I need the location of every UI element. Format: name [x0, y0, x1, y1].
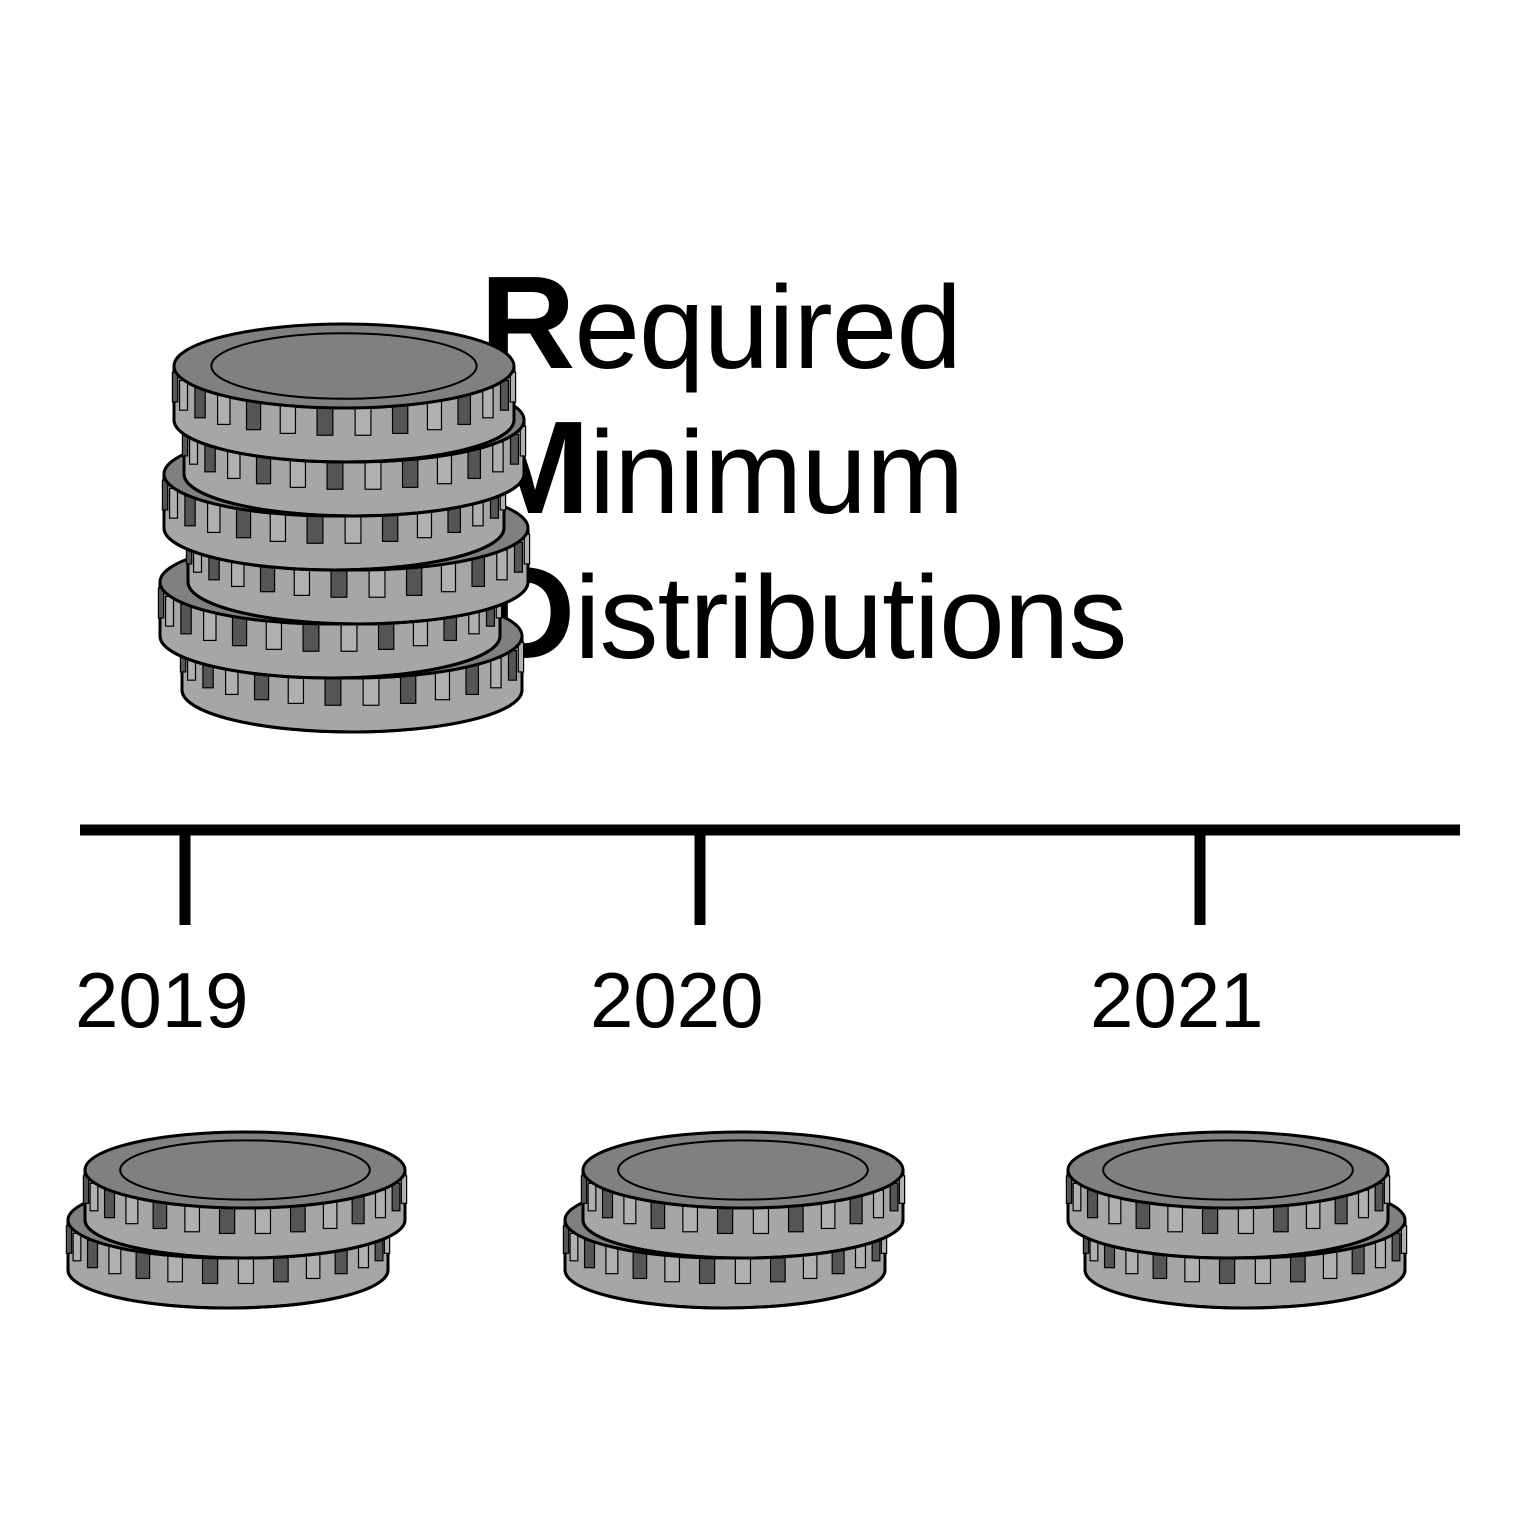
- title-1-rest: equired: [574, 262, 961, 394]
- rmd-infographic: { "type": "infographic", "background_col…: [0, 0, 1536, 1536]
- year-label-1: 2020: [590, 955, 764, 1046]
- coin-pair-2-icon: [1040, 1052, 1460, 1288]
- year-label-0: 2019: [75, 955, 249, 1046]
- timeline: [0, 810, 1536, 965]
- year-label-2: 2021: [1090, 955, 1264, 1046]
- coin-pair-0-icon: [50, 1052, 470, 1288]
- coin-pair-1-icon: [545, 1052, 965, 1288]
- title-3-rest: istributions: [574, 552, 1126, 684]
- title-2-rest: inimum: [589, 407, 963, 539]
- coin-stack-icon: [130, 230, 590, 718]
